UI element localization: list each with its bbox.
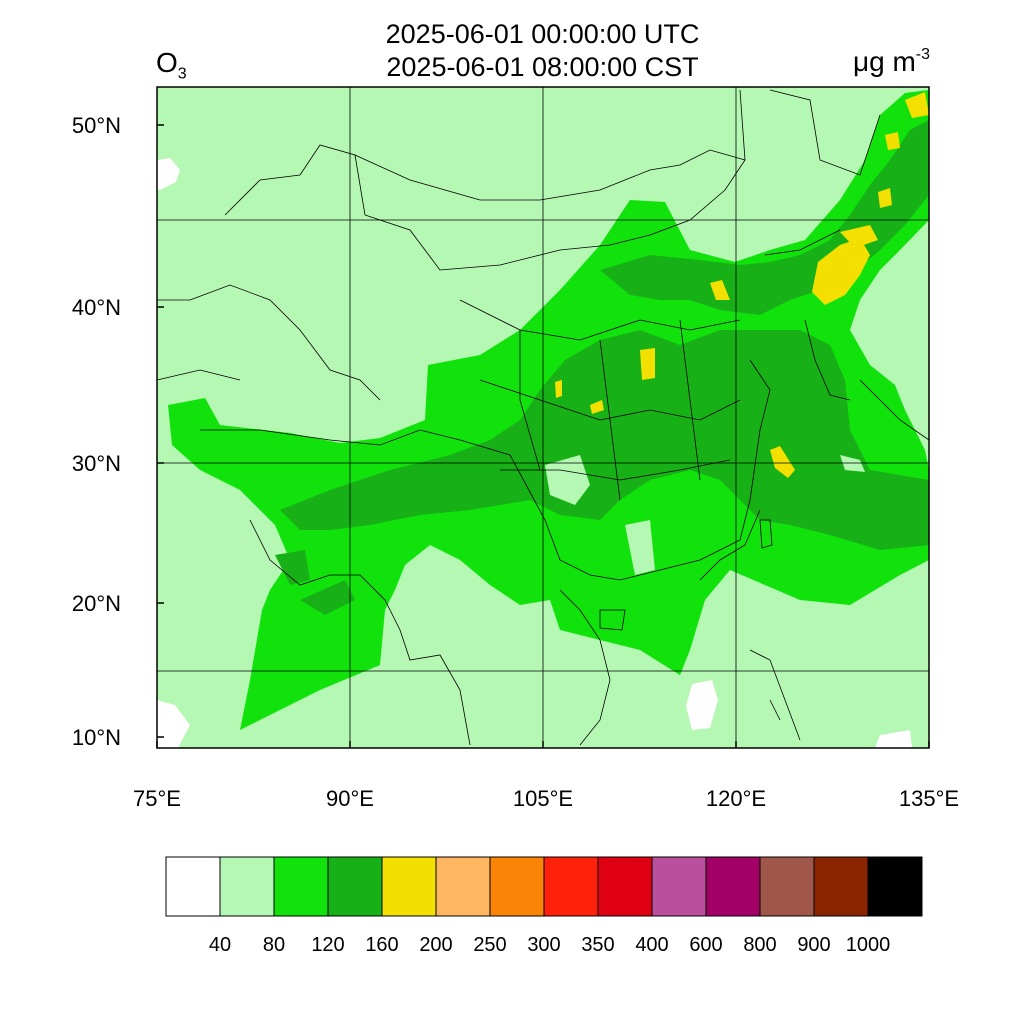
colorbar-label: 250: [473, 934, 506, 956]
lon-tick-label: 105°E: [513, 786, 573, 811]
low-patch-sea: [686, 680, 718, 730]
concentration-field: [157, 87, 929, 748]
coast-korea-japan: [804, 319, 929, 441]
colorbar-box: [597, 856, 653, 917]
colorbar-box: [273, 856, 329, 917]
gridlines: [157, 87, 929, 748]
colorbar-label: 300: [527, 934, 560, 956]
low-patch-sw: [157, 700, 190, 748]
band-120-160-sea: [300, 580, 355, 615]
lon-tick-label: 75°E: [133, 786, 181, 811]
colorbar-boxes: [165, 856, 923, 917]
colorbar-box: [651, 856, 707, 917]
hotspot-east: [770, 446, 795, 478]
lon-ticks: 75°E 90°E 105°E 120°E 135°E: [133, 741, 959, 811]
colorbar-label: 1000: [846, 934, 891, 956]
lat-tick-label: 30°N: [72, 451, 121, 476]
light-patch-tsea: [840, 455, 865, 472]
colorbar-label: 900: [797, 934, 830, 956]
colorbar-label: 800: [743, 934, 776, 956]
colorbar-box: [705, 856, 761, 917]
variable-label: O3: [156, 47, 187, 84]
hotspot-ne-1: [812, 238, 870, 305]
colorbar-box: [327, 856, 383, 917]
units-superscript: -3: [915, 45, 930, 63]
borders: [157, 89, 929, 746]
hotspot-central-1: [640, 348, 655, 380]
hotspot-ne-2: [840, 225, 878, 248]
units-label: μg m-3: [853, 46, 930, 78]
coast-india: [249, 519, 471, 746]
colorbar-box: [543, 856, 599, 917]
colorbar-box: [867, 856, 923, 917]
hotspot-ne-5: [878, 188, 892, 208]
hotspot-central-4: [555, 380, 562, 398]
border-west: [157, 284, 381, 401]
colorbar-label: 40: [209, 934, 231, 956]
hotspot-central-2: [710, 280, 730, 300]
colorbar-label: 120: [311, 934, 344, 956]
lat-tick-label: 40°N: [72, 295, 121, 320]
border-mongolia: [354, 149, 746, 201]
hainan: [599, 609, 626, 631]
light-patch-interior: [545, 455, 590, 505]
low-patch-nw: [157, 158, 180, 190]
light-patch-south: [625, 520, 655, 575]
hotspot-central-3: [590, 400, 604, 414]
border-south: [200, 359, 771, 581]
units-text: μg m: [852, 46, 916, 77]
title-utc: 2025-06-01 00:00:00 UTC: [385, 19, 700, 49]
colorbar-box: [813, 856, 869, 917]
colorbar-label: 160: [365, 934, 398, 956]
colorbar-label: 80: [263, 934, 285, 956]
lat-tick-label: 50°N: [72, 113, 121, 138]
title-cst: 2025-06-01 08:00:00 CST: [386, 52, 699, 82]
lat-tick-label: 10°N: [72, 725, 121, 750]
hotspot-ne-4: [885, 132, 900, 150]
colorbar-label: 350: [581, 934, 614, 956]
internal-2: [519, 319, 701, 501]
colorbar-box: [165, 856, 221, 917]
lat-tick-label: 20°N: [72, 591, 121, 616]
lon-tick-label: 120°E: [706, 786, 766, 811]
hotspot-ne-3: [905, 92, 929, 118]
band-120-160-bengal: [275, 550, 310, 585]
philippines: [749, 649, 801, 741]
border-china: [224, 89, 881, 271]
colorbar-box: [219, 856, 275, 917]
variable-subscript: 3: [177, 65, 187, 83]
low-patch-se: [875, 730, 912, 748]
colorbar-labels: 40 80 120 160 200 250 300 350 400 600 800 900 1000: [209, 934, 890, 956]
colorbar-label: 400: [635, 934, 668, 956]
colorbar-box: [489, 856, 545, 917]
colorbar-box: [435, 856, 491, 917]
taiwan: [759, 519, 773, 549]
coast-se-asia: [559, 509, 761, 746]
colorbar-box: [381, 856, 437, 917]
lon-tick-label: 90°E: [326, 786, 374, 811]
variable-name: O: [156, 47, 178, 78]
lat-ticks: 50°N 40°N 30°N 20°N 10°N: [72, 113, 164, 750]
colorbar-label: 200: [419, 934, 452, 956]
lon-tick-label: 135°E: [899, 786, 959, 811]
colorbar-label: 600: [689, 934, 722, 956]
colorbar-box: [759, 856, 815, 917]
